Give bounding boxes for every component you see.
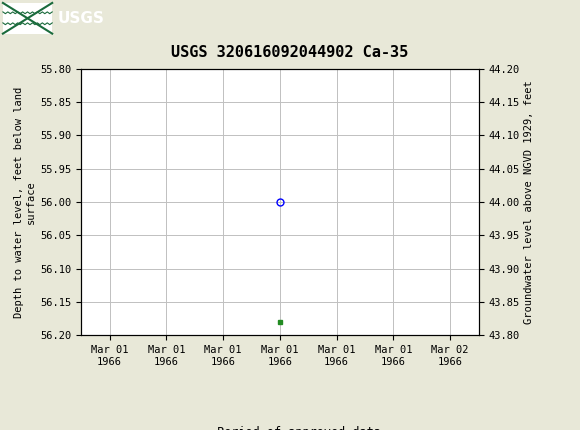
Text: USGS: USGS: [58, 11, 105, 26]
Text: USGS 320616092044902 Ca-35: USGS 320616092044902 Ca-35: [171, 45, 409, 60]
Y-axis label: Groundwater level above NGVD 1929, feet: Groundwater level above NGVD 1929, feet: [524, 80, 534, 324]
Y-axis label: Depth to water level, feet below land
surface: Depth to water level, feet below land su…: [14, 86, 36, 318]
Bar: [3, 3, 52, 34]
Legend: Period of approved data: Period of approved data: [174, 422, 386, 430]
